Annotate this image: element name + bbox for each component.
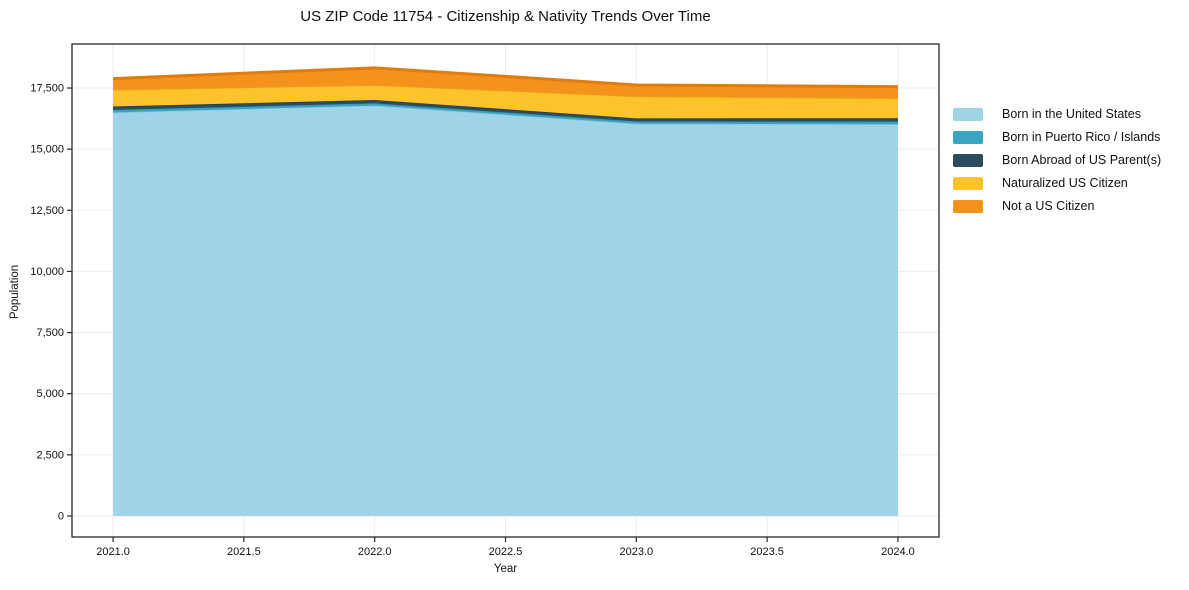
- legend-label: Born Abroad of US Parent(s): [1002, 153, 1162, 167]
- y-tick-label: 7,500: [36, 327, 64, 339]
- x-tick-label: 2021.0: [96, 546, 130, 558]
- area-born-abroad: [113, 100, 898, 122]
- legend-item: Naturalized US Citizen: [953, 177, 1161, 190]
- legend-item: Born in the United States: [953, 108, 1161, 121]
- area-born-us: [113, 105, 898, 516]
- legend-swatch: [953, 154, 983, 167]
- y-axis-label: Population: [9, 264, 21, 320]
- legend-label: Born in the United States: [1002, 107, 1141, 121]
- legend-item: Not a US Citizen: [953, 200, 1161, 213]
- x-tick-label: 2022.5: [489, 546, 523, 558]
- legend-item: Born in Puerto Rico / Islands: [953, 131, 1161, 144]
- x-axis-label: Year: [493, 563, 518, 575]
- tick-labels: 0 2,500 5,000 7,500 10,000 12,500 15,000 17,500…: [30, 83, 914, 558]
- area-not-citizen: [113, 67, 898, 99]
- x-tick-label: 2023.0: [619, 546, 653, 558]
- y-tick-label: 17,500: [30, 83, 64, 95]
- legend-swatch: [953, 200, 983, 213]
- x-tick-label: 2023.5: [750, 546, 784, 558]
- legend: Born in the United States Born in Puerto …: [953, 108, 1161, 213]
- legend-swatch: [953, 131, 983, 144]
- axis-ticks: [67, 87, 899, 542]
- legend-label: Born in Puerto Rico / Islands: [1002, 130, 1161, 144]
- y-tick-label: 2,500: [36, 449, 64, 461]
- y-tick-label: 0: [58, 510, 64, 522]
- legend-label: Not a US Citizen: [1002, 199, 1095, 213]
- y-tick-label: 10,000: [30, 266, 64, 278]
- y-tick-label: 5,000: [36, 388, 64, 400]
- area-born-pr-islands: [113, 103, 898, 125]
- chart-title: US ZIP Code 11754 - Citizenship & Nativi…: [300, 8, 711, 25]
- area-naturalized: [113, 84, 898, 119]
- legend-swatch: [953, 177, 983, 190]
- x-tick-label: 2022.0: [358, 546, 392, 558]
- legend-item: Born Abroad of US Parent(s): [953, 154, 1161, 167]
- legend-label: Naturalized US Citizen: [1002, 176, 1128, 190]
- y-tick-label: 12,500: [30, 205, 64, 217]
- x-tick-label: 2024.0: [881, 546, 915, 558]
- legend-swatch: [953, 108, 983, 121]
- x-tick-label: 2021.5: [227, 546, 261, 558]
- y-tick-label: 15,000: [30, 144, 64, 156]
- area-edge-not-citizen: [113, 66, 898, 89]
